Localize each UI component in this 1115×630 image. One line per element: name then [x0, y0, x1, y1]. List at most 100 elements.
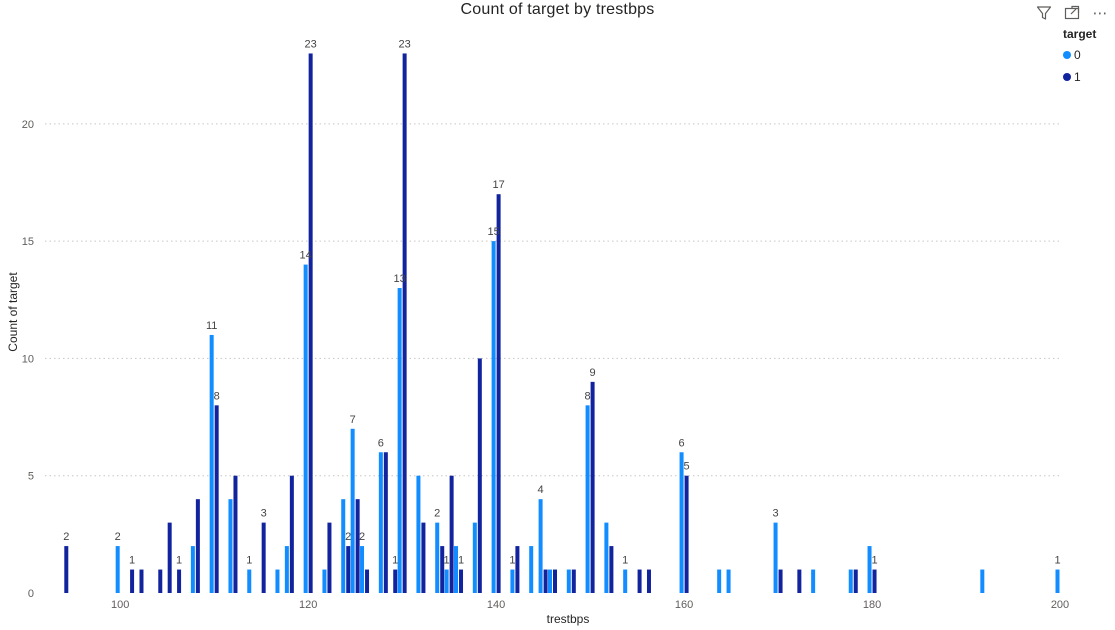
bar-target-0-145[interactable] [538, 499, 543, 593]
data-label: 13 [394, 273, 406, 285]
bar-target-1-135[interactable] [449, 475, 454, 593]
legend-item-0[interactable]: 0 [1063, 44, 1096, 66]
filter-icon[interactable] [1033, 4, 1055, 22]
bar-target-1-129[interactable] [393, 569, 398, 593]
bar-target-1-110[interactable] [214, 405, 219, 593]
bar-target-0-164[interactable] [717, 569, 722, 593]
bar-target-1-106[interactable] [177, 569, 182, 593]
bar-target-0-126[interactable] [360, 546, 365, 593]
bar-target-0-178[interactable] [848, 569, 853, 593]
bar-target-1-101[interactable] [130, 569, 135, 593]
data-label: 2 [345, 531, 351, 543]
bar-target-1-128[interactable] [383, 452, 388, 593]
bar-target-1-178[interactable] [853, 569, 858, 593]
bar-target-0-108[interactable] [190, 546, 195, 593]
bar-target-0-192[interactable] [980, 569, 985, 593]
chart-title: Count of target by trestbps [460, 1, 655, 18]
y-tick-label: 20 [22, 119, 34, 131]
bar-target-1-152[interactable] [609, 546, 614, 593]
bar-target-0-154[interactable] [623, 569, 628, 593]
bar-target-1-112[interactable] [233, 475, 238, 593]
bar-target-0-134[interactable] [435, 522, 440, 593]
bar-target-1-120[interactable] [308, 53, 313, 594]
bar-target-0-160[interactable] [679, 452, 684, 593]
x-tick-label: 120 [299, 599, 317, 611]
focus-mode-icon[interactable] [1061, 4, 1083, 22]
bar-target-0-148[interactable] [566, 569, 571, 593]
data-label: 1 [176, 555, 182, 567]
data-label: 4 [538, 484, 544, 496]
bar-target-0-130[interactable] [397, 288, 402, 593]
bar-target-0-118[interactable] [284, 546, 289, 593]
bar-target-1-145[interactable] [543, 569, 548, 593]
bar-target-0-125[interactable] [350, 428, 355, 593]
bar-target-0-120[interactable] [303, 264, 308, 593]
bar-target-1-142[interactable] [515, 546, 520, 593]
bar-target-0-112[interactable] [228, 499, 233, 593]
more-options-icon[interactable]: ⋯ [1092, 5, 1108, 22]
bar-target-1-125[interactable] [355, 499, 360, 593]
bar-target-0-114[interactable] [247, 569, 252, 593]
bar-target-0-142[interactable] [510, 569, 515, 593]
bar-target-1-170[interactable] [778, 569, 783, 593]
bar-target-1-156[interactable] [646, 569, 651, 593]
bar-target-1-94[interactable] [64, 546, 69, 593]
bar-target-0-140[interactable] [491, 241, 496, 593]
bar-target-1-105[interactable] [167, 522, 172, 593]
bar-target-1-132[interactable] [421, 522, 426, 593]
bar-target-1-136[interactable] [459, 569, 464, 593]
bar-target-0-180[interactable] [867, 546, 872, 593]
bar-target-1-126[interactable] [365, 569, 370, 593]
bar-target-0-135[interactable] [444, 569, 449, 593]
bar-target-0-128[interactable] [378, 452, 383, 593]
bar-target-0-200[interactable] [1055, 569, 1060, 593]
data-label: 6 [378, 437, 384, 449]
bar-target-0-110[interactable] [209, 334, 214, 593]
bar-target-0-146[interactable] [548, 569, 552, 593]
bar-target-1-122[interactable] [327, 522, 332, 593]
bar-target-1-130[interactable] [402, 53, 407, 594]
data-label: 8 [585, 390, 591, 402]
x-tick-label: 100 [111, 599, 129, 611]
bar-target-1-138[interactable] [477, 358, 482, 593]
bar-target-0-138[interactable] [472, 522, 477, 593]
bar-target-1-118[interactable] [289, 475, 294, 593]
bar-target-0-100[interactable] [115, 546, 120, 593]
bar-target-0-124[interactable] [341, 499, 346, 593]
legend-item-1[interactable]: 1 [1063, 66, 1096, 88]
bar-target-0-117[interactable] [275, 569, 280, 593]
data-label: 15 [487, 226, 499, 238]
bar-target-1-180[interactable] [872, 569, 877, 593]
bar-target-0-132[interactable] [416, 475, 421, 593]
data-label: 9 [590, 367, 596, 379]
bar-target-1-108[interactable] [195, 499, 200, 593]
data-label: 23 [305, 38, 317, 50]
bar-target-1-148[interactable] [571, 569, 576, 593]
x-tick-label: 180 [863, 599, 881, 611]
bar-target-1-150[interactable] [590, 381, 595, 593]
bar-target-0-122[interactable] [322, 569, 327, 593]
bar-target-1-115[interactable] [261, 522, 266, 593]
bar-target-0-152[interactable] [604, 522, 609, 593]
data-label: 6 [679, 437, 685, 449]
bar-target-0-170[interactable] [773, 522, 778, 593]
bar-target-1-140[interactable] [496, 194, 501, 594]
bar-target-0-144[interactable] [529, 546, 534, 593]
data-label: 5 [684, 461, 690, 473]
bar-target-0-174[interactable] [811, 569, 816, 593]
data-label: 1 [458, 555, 464, 567]
bar-target-1-134[interactable] [440, 546, 445, 593]
data-label: 1 [392, 555, 398, 567]
bar-target-0-136[interactable] [454, 546, 459, 593]
bar-target-1-104[interactable] [158, 569, 163, 593]
bar-target-0-150[interactable] [585, 405, 590, 593]
data-label: 23 [399, 38, 411, 50]
bar-target-1-155[interactable] [637, 569, 642, 593]
data-label: 1 [129, 555, 135, 567]
bar-target-1-146[interactable] [553, 569, 557, 593]
bar-target-1-102[interactable] [139, 569, 144, 593]
bar-target-1-160[interactable] [684, 475, 689, 593]
bar-target-1-172[interactable] [797, 569, 802, 593]
bar-target-0-165[interactable] [726, 569, 731, 593]
bar-target-1-124[interactable] [346, 546, 351, 593]
